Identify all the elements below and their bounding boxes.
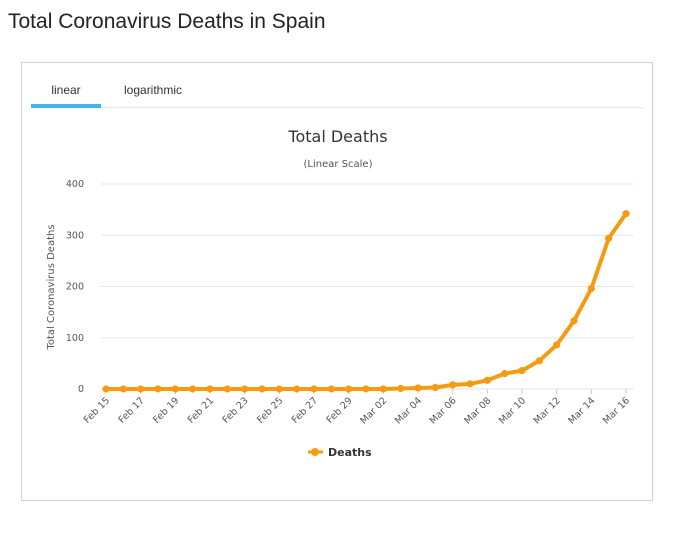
y-tick-label: 200: [66, 282, 84, 293]
data-point[interactable]: [241, 385, 249, 393]
data-point[interactable]: [137, 385, 145, 393]
legend-label-deaths: Deaths: [328, 446, 372, 459]
data-point[interactable]: [102, 385, 110, 393]
x-tick-label: Mar 16: [601, 395, 632, 426]
data-point[interactable]: [535, 357, 543, 365]
data-point[interactable]: [327, 385, 335, 393]
x-tick-label: Feb 27: [290, 395, 320, 425]
data-point[interactable]: [362, 385, 370, 393]
x-tick-label: Mar 12: [532, 395, 563, 426]
active-tab-indicator: [31, 104, 101, 108]
x-tick-label: Feb 21: [186, 395, 216, 425]
tab-logarithmic[interactable]: logarithmic: [124, 83, 183, 97]
y-axis-label: Total Coronavirus Deaths: [46, 224, 57, 350]
data-point[interactable]: [293, 385, 301, 393]
legend[interactable]: Deaths: [308, 446, 372, 459]
data-point[interactable]: [189, 385, 197, 393]
data-point[interactable]: [119, 385, 127, 393]
data-point[interactable]: [587, 284, 595, 293]
data-point[interactable]: [570, 317, 578, 325]
chart-panel: linear logarithmic Total Deaths (Linear …: [21, 62, 653, 501]
data-point[interactable]: [223, 385, 231, 393]
data-point[interactable]: [483, 376, 491, 384]
tab-linear[interactable]: linear: [51, 83, 81, 97]
y-tick-label: 400: [66, 179, 84, 190]
deaths-chart: Total Deaths (Linear Scale) Total Corona…: [46, 127, 634, 459]
x-tick-label: Mar 10: [497, 395, 528, 426]
x-tick-label: Feb 15: [82, 395, 112, 425]
data-point[interactable]: [449, 381, 457, 389]
data-point[interactable]: [310, 385, 318, 393]
data-point[interactable]: [431, 383, 439, 392]
x-tick-label: Feb 23: [220, 395, 250, 425]
x-tick-label: Feb 25: [255, 395, 285, 425]
deaths-series-line: [104, 211, 628, 391]
y-tick-label: 100: [66, 333, 84, 344]
page-title: Total Coronavirus Deaths in Spain: [8, 10, 326, 33]
x-tick-label: Mar 04: [393, 395, 424, 426]
data-point[interactable]: [501, 370, 509, 378]
data-point[interactable]: [622, 210, 630, 218]
x-tick-label: Feb 19: [151, 395, 181, 425]
chart-subtitle: (Linear Scale): [304, 159, 373, 170]
data-point[interactable]: [605, 234, 613, 242]
data-point[interactable]: [379, 385, 387, 393]
data-point[interactable]: [258, 385, 266, 393]
y-tick-label: 0: [78, 384, 84, 395]
data-point[interactable]: [397, 384, 405, 393]
y-tick-label: 300: [66, 230, 84, 241]
x-tick-label: Feb 17: [116, 395, 146, 425]
x-tick-label: Feb 29: [324, 395, 354, 425]
data-point[interactable]: [154, 385, 162, 393]
data-point[interactable]: [206, 385, 214, 393]
data-point[interactable]: [414, 384, 422, 392]
data-point[interactable]: [553, 341, 561, 349]
data-point[interactable]: [275, 385, 283, 393]
data-point[interactable]: [345, 385, 353, 393]
data-point[interactable]: [466, 380, 474, 388]
scale-tabs: linear logarithmic: [31, 63, 643, 108]
data-point[interactable]: [518, 366, 526, 375]
chart-title: Total Deaths: [287, 127, 387, 146]
x-tick-label: Mar 14: [566, 395, 597, 426]
data-point[interactable]: [171, 385, 179, 393]
legend-marker-icon: [311, 448, 319, 456]
x-tick-label: Mar 02: [358, 395, 389, 426]
x-tick-label: Mar 08: [462, 395, 493, 426]
x-tick-label: Mar 06: [428, 395, 459, 426]
